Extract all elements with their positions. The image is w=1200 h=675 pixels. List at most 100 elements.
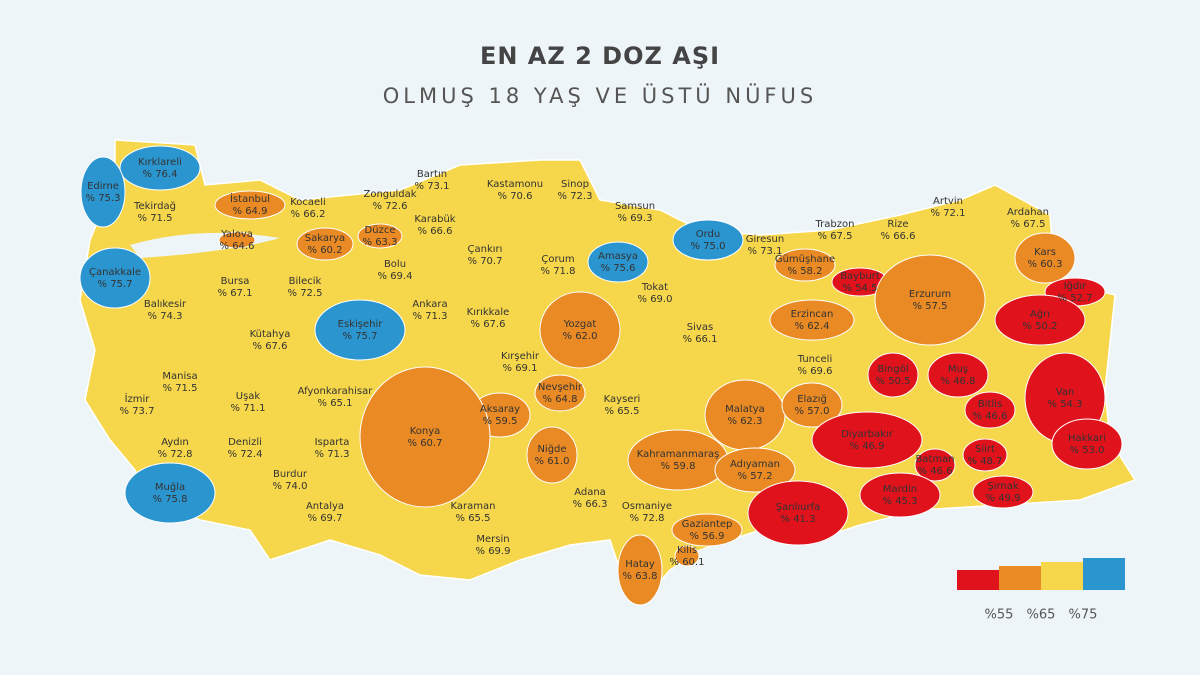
province-value: % 75.3 (86, 193, 121, 204)
province-area (781, 382, 843, 428)
province-value: % 71.3 (413, 311, 448, 322)
province-area (617, 534, 663, 606)
province-name: Denizli (228, 437, 262, 448)
province-value: % 60.7 (408, 438, 443, 449)
province-value: % 53.0 (1070, 445, 1105, 456)
province-value: % 72.5 (288, 288, 323, 299)
province-value: % 74.0 (273, 481, 308, 492)
province-name: Kırşehir (501, 351, 540, 362)
province-value: % 69.1 (503, 363, 538, 374)
province-name: Giresun (746, 234, 784, 245)
province-value: % 59.8 (661, 461, 696, 472)
province-area (526, 426, 578, 484)
province-area (674, 545, 700, 567)
province-name: Kilis (677, 545, 697, 556)
province-area (119, 145, 201, 191)
province-value: % 72.8 (630, 513, 665, 524)
province-value: % 60.3 (1028, 259, 1063, 270)
province-value: % 58.2 (788, 266, 823, 277)
province-value: % 41.3 (781, 514, 816, 525)
province-area (704, 379, 786, 451)
province-value: % 67.6 (471, 319, 506, 330)
province-area (769, 299, 855, 341)
province-value: % 73.1 (415, 181, 450, 192)
province-name: Ardahan (1007, 207, 1049, 218)
province-value: % 46.6 (918, 466, 953, 477)
province-name: Sakarya (305, 233, 345, 244)
province-value: % 66.2 (291, 209, 326, 220)
province-name: Van (1056, 387, 1075, 398)
province-value: % 75.8 (153, 494, 188, 505)
province-value: % 73.1 (748, 246, 783, 257)
province-value: % 70.6 (498, 191, 533, 202)
province-areas (79, 145, 1123, 606)
province-name: Erzincan (791, 309, 834, 320)
province-value: % 60.1 (670, 557, 705, 568)
province-name: Hakkari (1068, 433, 1106, 444)
province-name: Çorum (541, 254, 574, 265)
legend-label: %55 (985, 608, 1014, 623)
province-name: Ordu (696, 229, 721, 240)
province-area (914, 448, 956, 482)
province-value: % 67.5 (818, 231, 853, 242)
province-value: % 57.2 (738, 471, 773, 482)
province-name: Sinop (561, 179, 589, 190)
province-name: Kastamonu (487, 179, 543, 190)
province-name: Gaziantep (682, 519, 733, 530)
province-area (359, 366, 491, 508)
province-area (962, 438, 1008, 472)
province-name: Zonguldak (363, 189, 416, 200)
province-name: Batman (915, 454, 954, 465)
province-area (296, 227, 354, 261)
province-value: % 54.3 (1048, 399, 1083, 410)
province-name: Erzurum (909, 289, 951, 300)
province-value: % 50.2 (1023, 321, 1058, 332)
province-area (994, 294, 1086, 346)
province-value: % 54.5 (843, 283, 878, 294)
province-area (218, 231, 256, 249)
province-value: % 62.3 (728, 416, 763, 427)
province-value: % 66.3 (573, 499, 608, 510)
province-area (357, 223, 403, 249)
province-name: Bayburt (840, 271, 880, 282)
province-value: % 65.5 (605, 406, 640, 417)
legend: %55 %65 %75 (957, 558, 1125, 623)
province-name: Isparta (315, 437, 350, 448)
title: EN AZ 2 DOZ AŞI (480, 42, 720, 70)
province-area (672, 219, 744, 261)
province-name: Şanlıurfa (776, 502, 820, 513)
province-area (124, 462, 216, 524)
province-name: Bartın (417, 169, 447, 180)
legend-label: %75 (1069, 608, 1098, 623)
province-area (747, 480, 849, 546)
province-name: Aydın (161, 437, 189, 448)
province-value: % 71.5 (163, 383, 198, 394)
province-value: % 56.9 (690, 531, 725, 542)
province-area (811, 411, 923, 469)
province-name: Yozgat (563, 319, 597, 330)
province-value: % 63.3 (363, 237, 398, 248)
province-value: % 52.7 (1058, 293, 1093, 304)
province-name: Çanakkale (89, 267, 141, 278)
province-name: Afyonkarahisar (298, 386, 374, 397)
province-name: Edirne (87, 181, 119, 192)
province-name: Malatya (725, 404, 765, 415)
province-name: İzmir (125, 392, 151, 405)
province-value: % 71.1 (231, 403, 266, 414)
province-name: Ankara (412, 299, 447, 310)
province-area (1051, 418, 1123, 470)
province-name: Tokat (641, 282, 668, 293)
province-value: % 59.5 (483, 416, 518, 427)
province-name: Rize (887, 219, 908, 230)
province-value: % 45.3 (883, 496, 918, 507)
province-name: Adana (574, 487, 606, 498)
province-name: İstanbul (230, 192, 270, 205)
province-value: % 60.2 (308, 245, 343, 256)
province-value: % 46.6 (973, 411, 1008, 422)
legend-swatch (999, 566, 1041, 590)
province-name: Trabzon (815, 219, 855, 230)
province-area (867, 352, 919, 398)
province-name: Adıyaman (730, 459, 780, 470)
province-name: Burdur (273, 469, 308, 480)
